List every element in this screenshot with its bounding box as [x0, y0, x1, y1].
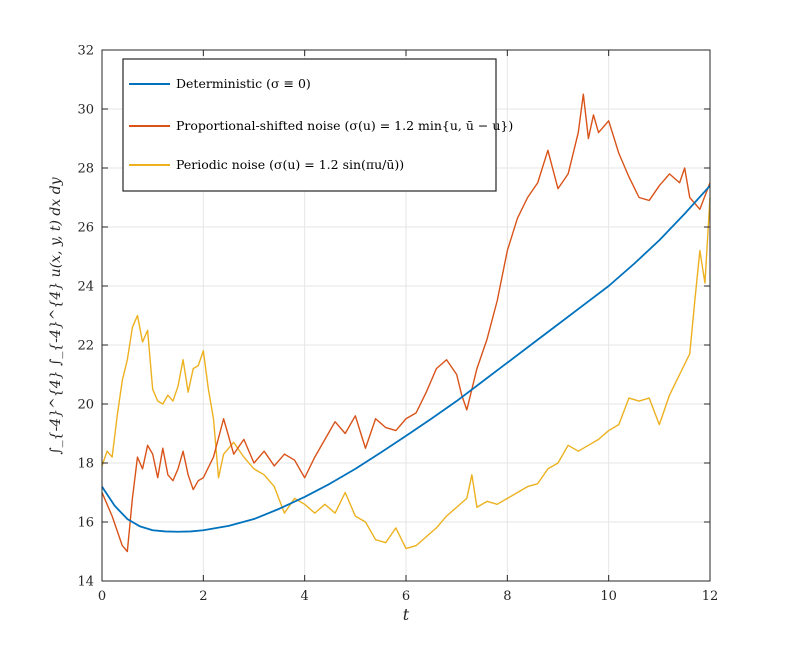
- x-axis-label: t: [403, 605, 410, 624]
- x-tick-labels: 0 2 4 6 8 10 12: [98, 589, 718, 604]
- y-tick-labels: 14 16 18 20 22 24 26 28 30 32: [77, 44, 94, 590]
- y-tick-label: 14: [77, 575, 94, 590]
- y-tick-label: 26: [77, 221, 94, 236]
- y-tick-label: 30: [77, 103, 94, 118]
- series-layer: [101, 93, 711, 553]
- y-tick-label: 16: [77, 516, 94, 531]
- x-tick-label: 12: [702, 589, 719, 604]
- y-axis-label: ∫_{-4}^{4} ∫_{-4}^{4} u(x, y, t) dx dy: [48, 176, 64, 454]
- legend: Deterministic (σ ≡ 0) Proportional-shift…: [122, 58, 513, 192]
- y-tick-label: 18: [77, 457, 94, 472]
- y-tick-label: 22: [77, 339, 94, 354]
- y-tick-label: 24: [77, 280, 94, 295]
- legend-label-deterministic: Deterministic (σ ≡ 0): [176, 76, 311, 91]
- series-proportional-noise: [101, 93, 711, 553]
- x-tick-label: 10: [600, 589, 617, 604]
- x-tick-label: 4: [301, 589, 309, 604]
- series-periodic-noise: [101, 197, 711, 550]
- ticks: [101, 49, 711, 582]
- x-tick-label: 8: [503, 589, 511, 604]
- x-tick-label: 2: [199, 589, 207, 604]
- legend-label-proportional: Proportional-shifted noise (σ(u) = 1.2 m…: [176, 118, 513, 133]
- y-tick-label: 28: [77, 162, 94, 177]
- x-tick-label: 6: [402, 589, 410, 604]
- y-tick-label: 20: [77, 398, 94, 413]
- y-tick-label: 32: [77, 44, 94, 59]
- x-tick-label: 0: [98, 589, 106, 604]
- legend-box: [122, 58, 497, 192]
- series-deterministic: [101, 185, 711, 533]
- legend-label-periodic: Periodic noise (σ(u) = 1.2 sin(πu/ū)): [176, 157, 404, 172]
